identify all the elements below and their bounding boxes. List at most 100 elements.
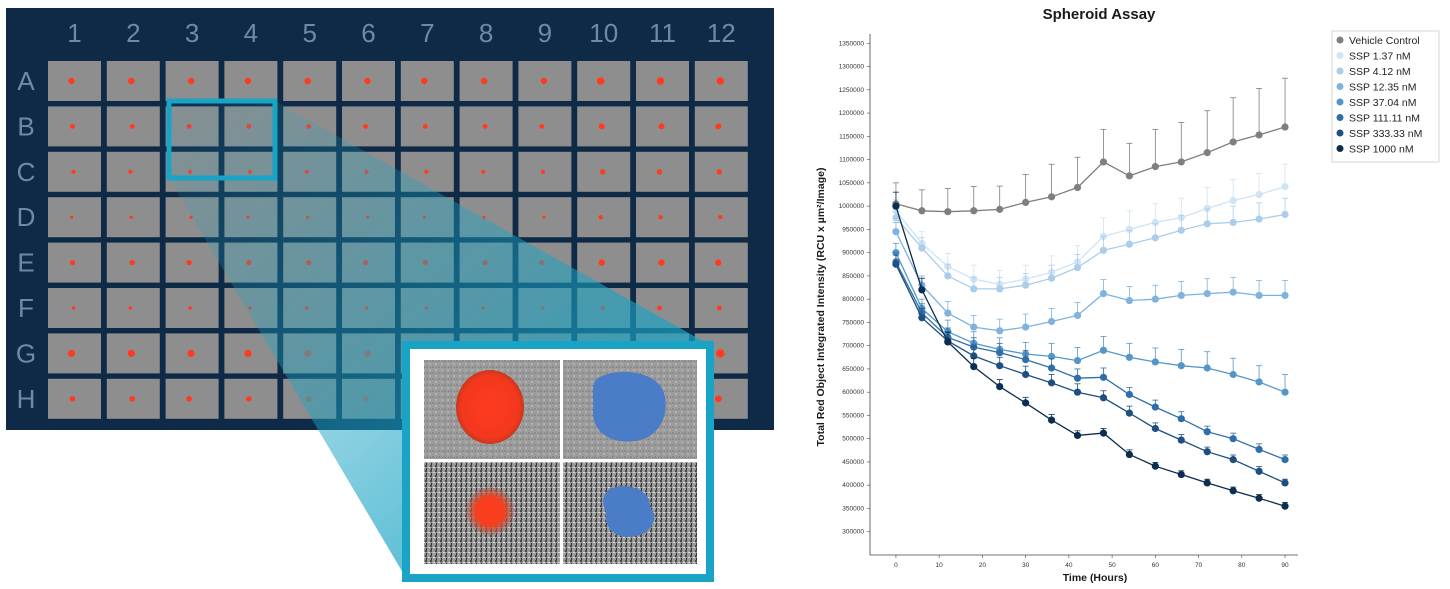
plate-column-label: 12 — [707, 18, 736, 48]
plate-column-label: 3 — [185, 18, 199, 48]
data-point — [1255, 190, 1263, 199]
data-point — [1151, 218, 1159, 226]
y-tick-label: 1250000 — [839, 87, 865, 94]
y-axis-title: Total Red Object Integrated Intensity (R… — [815, 168, 827, 447]
y-tick-label: 400000 — [842, 482, 864, 489]
legend-marker — [1336, 129, 1344, 137]
y-tick-label: 1150000 — [839, 133, 864, 140]
y-tick-label: 700000 — [842, 343, 864, 350]
data-point — [996, 205, 1004, 213]
data-point — [1255, 215, 1263, 223]
data-point — [1177, 470, 1185, 479]
data-point — [970, 285, 978, 293]
plate-well-spot — [539, 124, 545, 129]
zoom-overlay — [166, 98, 714, 582]
plate-row-label: H — [17, 384, 36, 414]
data-point — [1047, 193, 1056, 201]
data-point — [1151, 462, 1159, 470]
legend-entry: SSP 1000 nM — [1349, 144, 1414, 156]
data-point — [918, 314, 926, 322]
data-point — [1203, 220, 1211, 228]
plate-well-spot — [598, 215, 603, 220]
series-line — [895, 185, 1286, 285]
zoom-image-grid — [424, 360, 697, 564]
plate-well-spot — [188, 306, 192, 310]
plate-row-label: E — [17, 248, 34, 278]
plate-well-spot — [480, 77, 488, 85]
data-point — [1073, 183, 1082, 192]
legend-box — [1331, 30, 1440, 163]
plate-well-spot — [716, 305, 722, 311]
data-point — [1229, 435, 1237, 443]
legend: Vehicle Control SSP 1.37 nM SSP 4.12 nM SSP… — [1331, 30, 1440, 163]
y-tick-label: 1350000 — [839, 40, 865, 47]
legend-marker — [1336, 52, 1344, 59]
data-point — [944, 272, 952, 280]
x-axis-title: Time (Hours) — [1063, 572, 1128, 584]
x-tick-label: 80 — [1238, 562, 1246, 569]
plate-well-spot — [129, 396, 136, 402]
data-point — [1022, 198, 1030, 206]
series-line — [895, 261, 1286, 461]
plate-well-spot — [657, 305, 662, 311]
data-point — [1229, 138, 1237, 146]
data-point — [1099, 289, 1108, 298]
data-point — [1281, 210, 1289, 219]
y-tick-label: 450000 — [842, 459, 864, 466]
plate-row-label: D — [17, 202, 36, 232]
data-point — [1022, 370, 1030, 379]
plate-well-spot — [658, 123, 665, 130]
data-point — [1281, 456, 1289, 464]
data-point — [892, 260, 900, 268]
data-point — [1203, 364, 1211, 372]
data-point — [1125, 240, 1133, 248]
data-point — [1151, 234, 1159, 242]
plate-well-spot — [658, 215, 663, 220]
plate-well-spot — [716, 169, 722, 175]
plate-well — [165, 378, 219, 419]
plate-well — [636, 151, 689, 192]
plate-well-spot — [482, 124, 488, 129]
data-point — [1099, 394, 1108, 402]
plot-area: 300000 350000 400000 450000 500000 550000 6000… — [839, 34, 1298, 569]
legend-marker — [1336, 67, 1344, 75]
data-point — [1255, 291, 1263, 300]
data-point — [944, 208, 952, 216]
x-tick-label: 40 — [1065, 562, 1073, 569]
plate-well-spot — [364, 77, 371, 85]
data-point — [970, 352, 978, 360]
data-point — [1073, 388, 1082, 396]
data-point — [1177, 158, 1185, 166]
data-point — [1203, 289, 1211, 298]
plate-column-label: 10 — [589, 18, 618, 48]
data-point — [1125, 409, 1133, 417]
legend-marker — [1336, 36, 1344, 44]
plate-well-spot — [68, 77, 75, 85]
series-line — [895, 126, 1286, 213]
plate-well — [106, 151, 160, 192]
plate-well-spot — [69, 396, 76, 402]
plate-well-spot — [244, 77, 252, 85]
spheroid-line-chart: Spheroid Assay Total Red Object Integrat… — [815, 6, 1440, 584]
y-tick-label: 850000 — [842, 273, 864, 280]
data-point — [1229, 196, 1237, 205]
plate-column-label: 4 — [244, 18, 258, 48]
plate-well-spot — [71, 306, 76, 310]
series-line — [895, 252, 1286, 393]
plate-well-spot — [187, 77, 195, 85]
y-tick-label: 600000 — [842, 389, 864, 396]
plate-well-spot — [244, 349, 252, 357]
data-point — [1229, 370, 1237, 379]
plate-well-spot — [540, 169, 546, 174]
x-tick-label: 50 — [1108, 562, 1116, 569]
x-tick-label: 0 — [894, 562, 898, 569]
data-point — [1047, 416, 1056, 424]
data-point — [1073, 311, 1082, 320]
plate-column-label: 11 — [649, 18, 676, 48]
plate-well-spot — [715, 259, 722, 266]
data-point — [892, 202, 900, 210]
plate-well-spot — [540, 77, 548, 85]
data-point — [1099, 429, 1108, 437]
legend-marker — [1336, 98, 1344, 106]
y-tick-label: 650000 — [842, 366, 864, 373]
